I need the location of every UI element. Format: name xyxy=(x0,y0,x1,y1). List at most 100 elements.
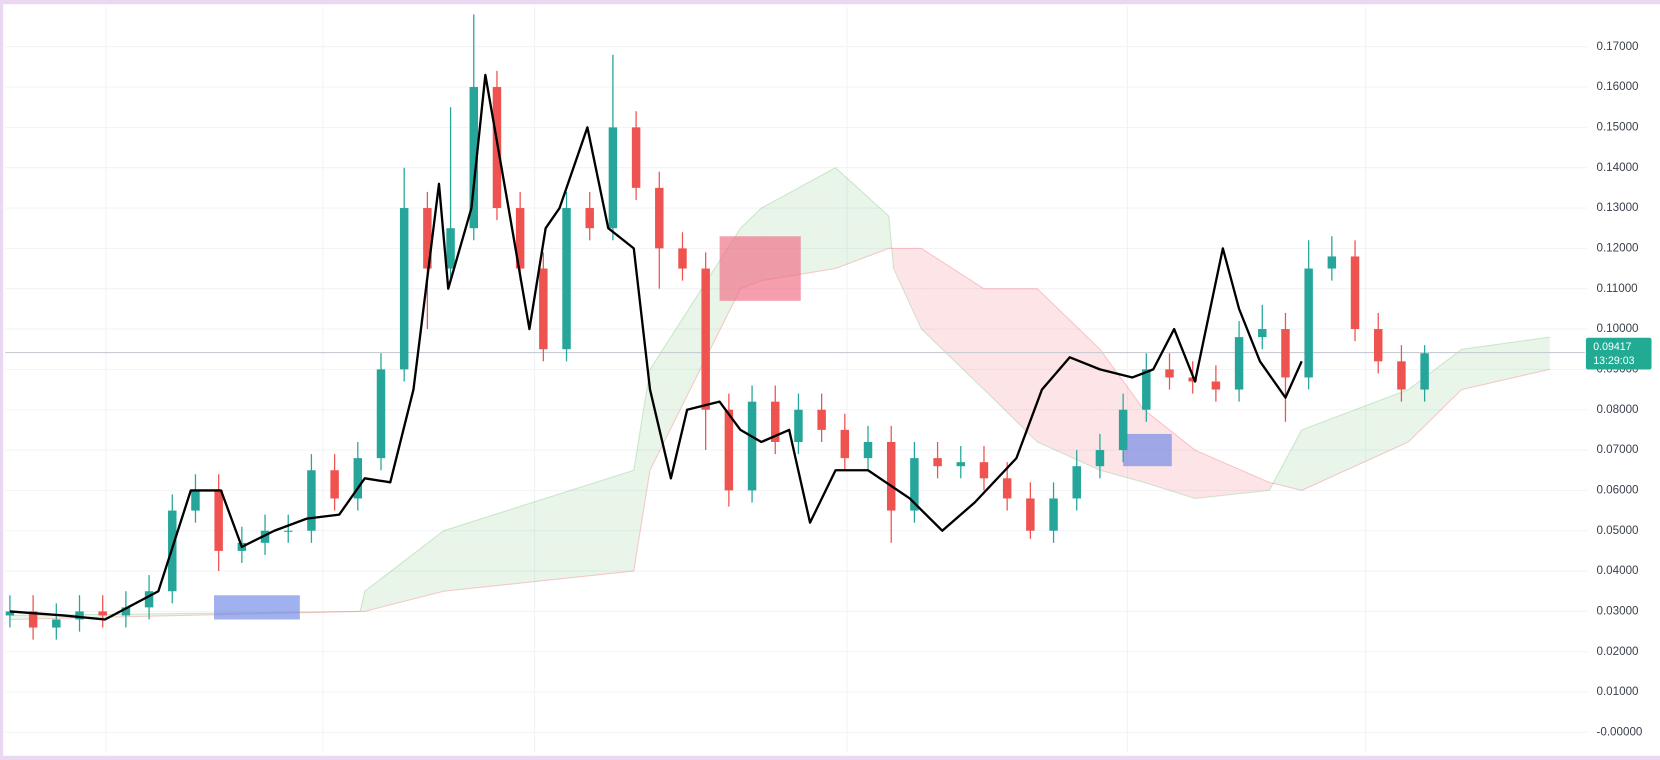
price-label-box xyxy=(1585,337,1652,370)
candle-body xyxy=(886,441,896,511)
highlight-box xyxy=(214,595,300,620)
candle-body xyxy=(1002,478,1012,499)
candle-body xyxy=(1188,377,1197,382)
candle-body xyxy=(1072,466,1081,499)
candle-body xyxy=(98,611,107,616)
candle-body xyxy=(1165,369,1174,378)
y-tick-label: 0.17000 xyxy=(1596,40,1639,53)
cloud-fill xyxy=(1195,450,1270,499)
candle-body xyxy=(1142,369,1151,410)
cloud-fill xyxy=(443,470,634,592)
candle-body xyxy=(75,611,84,620)
countdown-label: 13:29:03 xyxy=(1593,355,1634,367)
y-tick-label: 0.07000 xyxy=(1596,443,1639,456)
candle-body xyxy=(469,87,478,229)
candle-body xyxy=(121,607,131,616)
candle-body xyxy=(446,228,455,269)
candle-body xyxy=(144,591,154,608)
candle-body xyxy=(1118,409,1128,451)
candle-body xyxy=(1211,381,1221,390)
candle-body xyxy=(701,268,710,410)
candle-body xyxy=(28,611,38,628)
cloud-fill xyxy=(1408,349,1462,442)
candle-body xyxy=(655,187,664,249)
y-tick-label: 0.02000 xyxy=(1596,645,1639,658)
y-tick-label: 0.14000 xyxy=(1596,161,1639,174)
cloud-fill xyxy=(921,248,984,390)
candle-body xyxy=(771,401,780,442)
candle-body xyxy=(863,441,873,459)
y-tick-label: 0.10000 xyxy=(1596,322,1639,335)
candle-body xyxy=(956,462,966,467)
candle-body xyxy=(678,248,687,269)
y-tick-label: 0.13000 xyxy=(1596,201,1639,214)
candle-body xyxy=(1304,268,1313,378)
candle-body xyxy=(260,530,270,543)
cloud-fill xyxy=(364,530,444,612)
cloud-fill xyxy=(1301,389,1409,491)
candle-body xyxy=(1420,353,1429,390)
candle-body xyxy=(817,409,826,430)
y-tick-label: 0.01000 xyxy=(1596,685,1639,698)
y-tick-label: 0.15000 xyxy=(1596,120,1639,133)
candle-body xyxy=(191,490,200,511)
candle-body xyxy=(933,458,942,467)
candle-body xyxy=(1373,329,1383,362)
cloud-fill xyxy=(893,248,922,330)
cloud-fill xyxy=(9,611,361,620)
candle-body xyxy=(1026,498,1035,531)
y-tick-label: 0.12000 xyxy=(1596,241,1639,254)
cloud-fill xyxy=(1273,429,1302,491)
y-tick-label: 0.05000 xyxy=(1596,524,1639,537)
y-tick-label: -0.00000 xyxy=(1596,726,1642,739)
candle-body xyxy=(910,458,919,511)
cloud-fill xyxy=(1461,337,1550,390)
candle-body xyxy=(608,127,618,229)
candle-body xyxy=(1258,329,1267,338)
cloud-edge xyxy=(9,247,1550,621)
plot-area xyxy=(5,14,1585,640)
y-tick-label: 0.06000 xyxy=(1596,483,1639,496)
highlight-box xyxy=(1123,433,1172,467)
candle-body xyxy=(562,208,571,350)
candle-body xyxy=(307,470,316,531)
price-label: 0.09417 xyxy=(1593,341,1631,353)
candle-body xyxy=(979,462,989,479)
cloud-fill xyxy=(633,369,651,572)
candle-body xyxy=(724,409,734,491)
highlight-box xyxy=(719,236,801,301)
candle-body xyxy=(1397,361,1406,390)
cloud-fill xyxy=(1269,482,1274,491)
cloud-edge xyxy=(9,167,1550,616)
cloud-fill xyxy=(1037,288,1100,471)
candle-body xyxy=(794,409,803,442)
candle-body xyxy=(1281,329,1290,378)
candle-body xyxy=(585,208,594,229)
y-tick-label: 0.11000 xyxy=(1596,282,1638,295)
candle-body xyxy=(1234,337,1244,390)
cloud-fill xyxy=(983,288,1038,442)
frame-bottom xyxy=(0,755,1660,760)
y-tick-label: 0.08000 xyxy=(1596,403,1639,416)
y-tick-label: 0.03000 xyxy=(1596,604,1639,617)
candle-body xyxy=(840,429,850,459)
candle-body xyxy=(399,208,409,370)
cloud-fill xyxy=(650,228,741,471)
candle-body xyxy=(1350,256,1360,330)
candle-body xyxy=(376,369,386,459)
candle-body xyxy=(1095,450,1105,467)
lagging-span xyxy=(9,73,1303,621)
candle-body xyxy=(52,619,61,628)
candle-body xyxy=(283,530,293,532)
candle-body xyxy=(631,127,641,188)
y-tick-label: 0.04000 xyxy=(1596,564,1639,577)
price-axis: -0.00000 0.01000 0.02000 0.03000 0.04000 0.05… xyxy=(1585,40,1652,739)
candle-body xyxy=(214,490,223,551)
y-tick-label: 0.16000 xyxy=(1596,80,1639,93)
candle-body xyxy=(5,611,15,616)
candle-body xyxy=(353,458,363,499)
candle-body xyxy=(747,401,757,491)
candle-body xyxy=(330,470,339,499)
